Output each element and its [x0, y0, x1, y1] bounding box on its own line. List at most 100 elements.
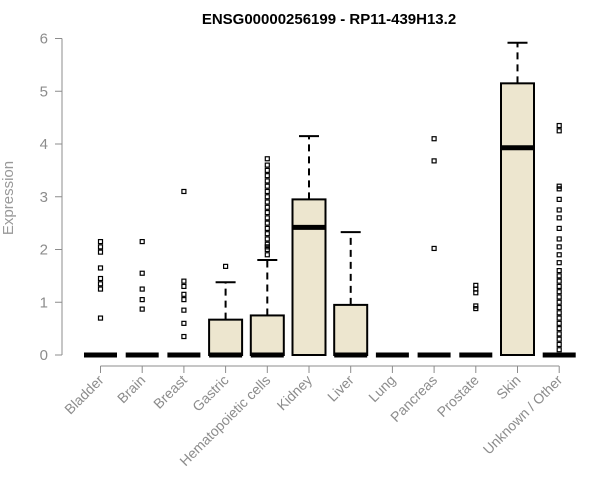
y-tick-label: 5 — [40, 83, 48, 100]
outlier-point — [556, 347, 562, 353]
outlier-point — [264, 188, 270, 195]
outlier-point — [264, 241, 270, 247]
outlier-point — [181, 297, 187, 303]
outlier-point — [556, 207, 562, 213]
outlier-point — [97, 281, 104, 287]
outlier-point — [139, 238, 145, 245]
outlier-point — [181, 320, 187, 326]
outlier-point — [181, 188, 187, 195]
outlier-point — [264, 220, 270, 226]
outlier-point — [556, 273, 562, 279]
outlier-point — [556, 310, 562, 316]
outlier-point — [139, 286, 145, 292]
x-tick-label: Unknown / Other — [480, 372, 566, 458]
outlier-point — [473, 303, 479, 309]
outlier-point — [181, 333, 187, 340]
box-rect — [291, 198, 327, 356]
outlier-point — [556, 304, 562, 311]
outlier-point — [556, 315, 562, 321]
outlier-point — [431, 136, 437, 142]
box-group — [459, 282, 493, 358]
outlier-point — [264, 246, 270, 253]
outlier-point — [97, 275, 104, 282]
x-tick-label: Skin — [493, 372, 524, 403]
outlier-point — [556, 252, 562, 258]
outlier-point — [264, 183, 270, 189]
outlier-point — [556, 320, 562, 326]
y-tick-label: 4 — [40, 136, 48, 153]
outlier-point — [556, 283, 562, 290]
outlier-point — [431, 245, 437, 252]
outlier-point — [181, 291, 187, 297]
outlier-point — [264, 156, 270, 162]
y-tick-label: 0 — [40, 347, 48, 364]
box-rect — [249, 314, 285, 356]
outlier-point — [264, 167, 270, 173]
outlier-point — [181, 283, 187, 290]
outlier-point — [556, 196, 562, 202]
outlier-point — [97, 265, 104, 271]
box-rect — [333, 303, 369, 357]
outlier-point — [556, 326, 562, 332]
outlier-point — [264, 194, 270, 200]
box-group — [291, 135, 327, 356]
x-tick-label: Brain — [114, 372, 148, 406]
outlier-point — [556, 183, 562, 189]
outlier-point — [431, 158, 437, 164]
outlier-point — [264, 204, 270, 210]
outlier-point — [473, 305, 479, 312]
outlier-point — [556, 331, 562, 337]
outlier-point — [223, 263, 229, 269]
box-group — [542, 122, 576, 358]
outlier-point — [264, 244, 270, 250]
outlier-point — [139, 297, 145, 303]
chart-title: ENSG00000256199 - RP11-439H13.2 — [202, 11, 456, 28]
outlier-point — [264, 215, 270, 221]
box-group — [84, 238, 117, 358]
x-tick-label: Breast — [150, 372, 190, 412]
outlier-point — [556, 336, 562, 342]
outlier-point — [556, 122, 562, 129]
y-tick-label: 2 — [40, 242, 48, 259]
y-tick-label: 6 — [40, 31, 48, 48]
outlier-point — [264, 209, 270, 216]
box-group — [417, 136, 451, 358]
outlier-point — [556, 186, 562, 192]
box-group — [249, 156, 285, 358]
box-rect — [500, 82, 535, 357]
box-group — [333, 231, 369, 358]
outlier-point — [97, 315, 104, 321]
outlier-point — [556, 294, 562, 300]
y-axis-label: Expression — [0, 161, 17, 235]
box-group — [167, 188, 201, 358]
y-tick-label: 1 — [40, 294, 48, 311]
outlier-point — [97, 249, 104, 255]
outlier-point — [139, 306, 145, 312]
outlier-point — [264, 199, 270, 205]
x-tick-label: Lung — [365, 372, 398, 405]
outlier-point — [556, 215, 562, 221]
outlier-point — [556, 289, 562, 295]
outlier-point — [556, 299, 562, 305]
outlier-point — [97, 238, 104, 245]
outlier-point — [556, 236, 562, 242]
outlier-point — [556, 244, 562, 250]
outlier-point — [556, 128, 562, 134]
box-group — [500, 41, 535, 357]
y-tick-label: 3 — [40, 189, 48, 206]
box-group — [125, 238, 159, 358]
outlier-point — [181, 307, 187, 313]
outlier-point — [556, 268, 562, 274]
box-rect — [208, 318, 244, 356]
outlier-point — [556, 260, 562, 266]
outlier-point — [139, 270, 145, 276]
y-axis: 0 1 2 3 4 5 6 — [40, 31, 63, 364]
outlier-point — [97, 286, 104, 292]
outlier-point — [264, 236, 270, 242]
outlier-point — [264, 162, 270, 168]
outlier-point — [473, 282, 479, 288]
outlier-point — [264, 173, 270, 179]
